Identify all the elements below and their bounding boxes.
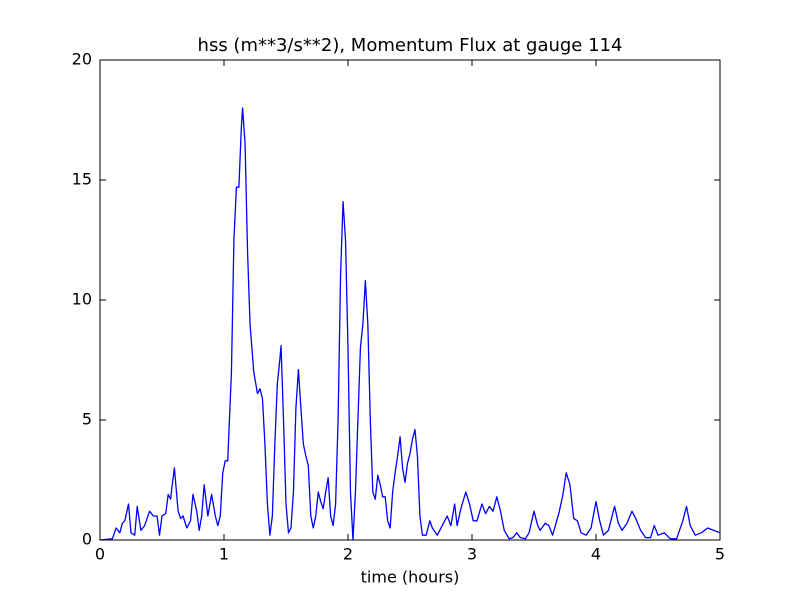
- x-tick-label: 5: [715, 545, 725, 564]
- x-tick-label: 2: [343, 545, 353, 564]
- chart-title: hss (m**3/s**2), Momentum Flux at gauge …: [198, 35, 623, 56]
- x-tick-label: 4: [591, 545, 601, 564]
- y-tick-label: 15: [72, 170, 92, 189]
- x-axis-label: time (hours): [361, 568, 460, 587]
- y-tick-label: 0: [82, 530, 92, 549]
- x-tick-label: 3: [467, 545, 477, 564]
- y-tick-label: 20: [72, 50, 92, 69]
- x-tick-label: 1: [219, 545, 229, 564]
- y-tick-label: 5: [82, 410, 92, 429]
- x-tick-label: 0: [95, 545, 105, 564]
- y-tick-label: 10: [72, 290, 92, 309]
- data-line: [99, 107, 721, 541]
